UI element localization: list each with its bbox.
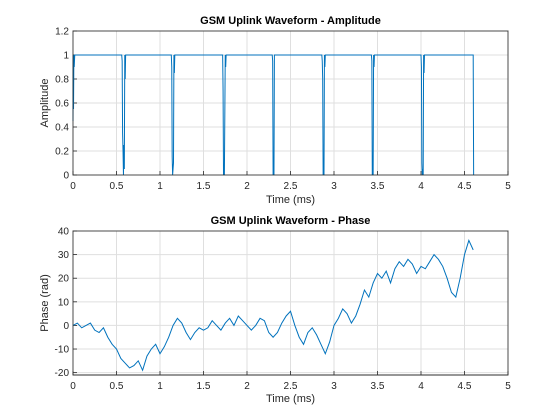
amplitude-y-tick-label: 1 bbox=[63, 51, 69, 62]
phase-series bbox=[72, 239, 474, 372]
phase-y-tick-label: 30 bbox=[58, 250, 70, 261]
phase-ticks: 0 0.5 1 1.5 2 2.5 3 3.5 4 4.5 5 -20 -10 0 10 20 30 40 bbox=[55, 227, 512, 393]
amplitude-x-tick-label: 2 bbox=[244, 181, 250, 192]
amplitude-y-tick-label: 0.8 bbox=[55, 75, 69, 86]
amplitude-x-axis-label: Time (ms) bbox=[266, 194, 315, 206]
phase-y-axis-label: Phase (rad) bbox=[39, 274, 51, 331]
phase-x-tick-label: 4.5 bbox=[458, 381, 472, 392]
amplitude-y-tick-label: 0 bbox=[63, 171, 69, 182]
amplitude-axes: 0 0.5 1 1.5 2 2.5 3 3.5 4 4.5 5 0 0.2 0.4 0.6 0.8 1 1.2 G… bbox=[39, 15, 511, 206]
phase-y-tick-label: -10 bbox=[55, 345, 70, 356]
amplitude-y-tick-label: 0.6 bbox=[55, 99, 69, 110]
phase-x-tick-label: 3.5 bbox=[371, 381, 385, 392]
amplitude-x-tick-label: 1.5 bbox=[197, 181, 211, 192]
amplitude-x-tick-label: 2.5 bbox=[284, 181, 298, 192]
amplitude-y-tick-label: 1.2 bbox=[55, 27, 69, 38]
amplitude-y-tick-label: 0.4 bbox=[55, 123, 69, 134]
phase-chart-title: GSM Uplink Waveform - Phase bbox=[211, 215, 371, 227]
amplitude-x-tick-label: 3.5 bbox=[371, 181, 385, 192]
phase-x-tick-label: 2 bbox=[244, 381, 250, 392]
phase-x-tick-label: 5 bbox=[505, 381, 511, 392]
amplitude-x-tick-label: 0 bbox=[70, 181, 76, 192]
amplitude-x-tick-label: 4.5 bbox=[458, 181, 472, 192]
amplitude-x-tick-label: 0.5 bbox=[110, 181, 124, 192]
amplitude-y-tick-label: 0.2 bbox=[55, 147, 69, 158]
amplitude-series bbox=[72, 54, 475, 176]
phase-y-tick-label: -20 bbox=[55, 368, 70, 379]
phase-x-tick-label: 0.5 bbox=[110, 381, 124, 392]
amplitude-x-tick-label: 1 bbox=[157, 181, 163, 192]
amplitude-y-axis-label: Amplitude bbox=[39, 79, 51, 128]
phase-axes: 0 0.5 1 1.5 2 2.5 3 3.5 4 4.5 5 -20 -10 0 10 20 30 40 GSM… bbox=[39, 215, 511, 405]
phase-series-line bbox=[72, 239, 474, 372]
phase-x-axis-label: Time (ms) bbox=[266, 393, 315, 405]
phase-axes-border bbox=[72, 230, 509, 376]
phase-x-tick-label: 1.5 bbox=[197, 381, 211, 392]
phase-y-tick-label: 40 bbox=[58, 227, 70, 238]
phase-x-tick-label: 2.5 bbox=[284, 381, 298, 392]
phase-x-tick-label: 3 bbox=[331, 381, 337, 392]
amplitude-x-tick-label: 3 bbox=[331, 181, 337, 192]
phase-x-tick-label: 0 bbox=[70, 381, 76, 392]
phase-y-tick-label: 20 bbox=[58, 274, 70, 285]
phase-x-tick-label: 1 bbox=[157, 381, 163, 392]
amplitude-chart-title: GSM Uplink Waveform - Amplitude bbox=[200, 15, 381, 27]
amplitude-axes-border bbox=[72, 30, 509, 176]
amplitude-x-tick-label: 5 bbox=[505, 181, 511, 192]
phase-y-tick-label: 0 bbox=[63, 321, 69, 332]
amplitude-x-tick-label: 4 bbox=[418, 181, 424, 192]
phase-x-tick-label: 4 bbox=[418, 381, 424, 392]
phase-y-tick-label: 10 bbox=[58, 297, 70, 308]
amplitude-series-line bbox=[72, 54, 475, 176]
amplitude-ticks: 0 0.5 1 1.5 2 2.5 3 3.5 4 4.5 5 0 0.2 0.4 0.6 0.8 1 1.2 bbox=[55, 27, 511, 193]
